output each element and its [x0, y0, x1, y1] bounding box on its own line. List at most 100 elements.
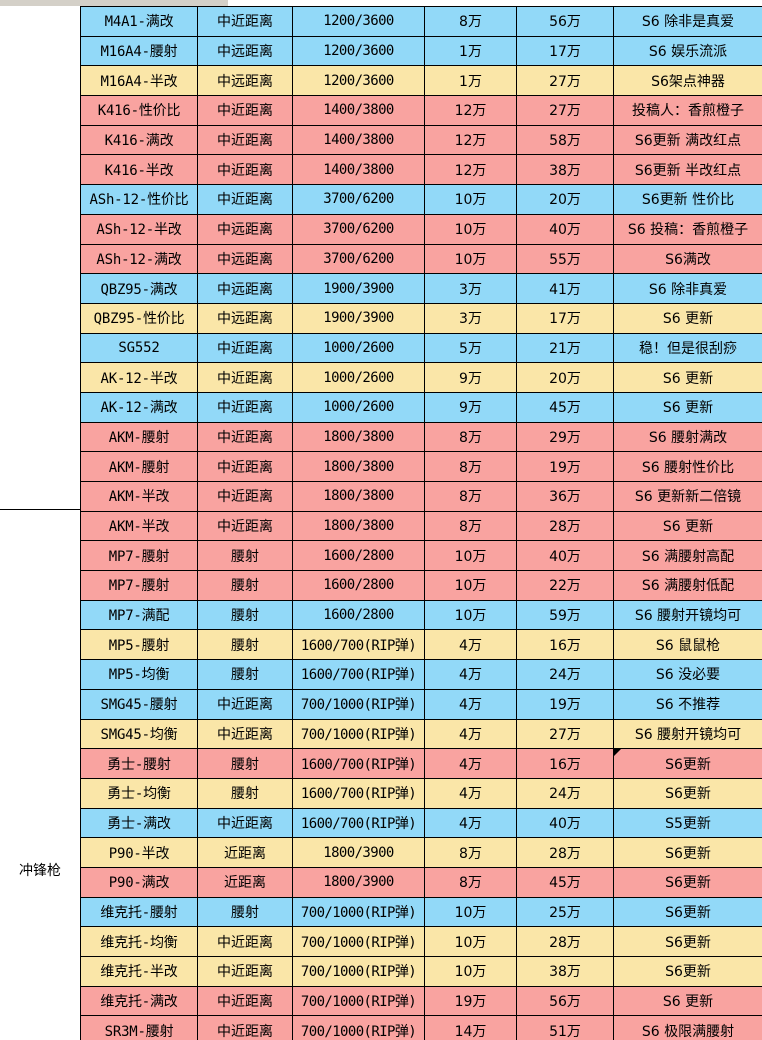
cell-total[interactable]: 16万 [516, 629, 614, 661]
cell-ammo[interactable]: 1900/3900 [292, 302, 425, 334]
cell-total[interactable]: 19万 [516, 688, 614, 720]
cell-total[interactable]: 16万 [516, 748, 614, 779]
cell-note[interactable]: S6 腰射开镜均可 [613, 718, 762, 750]
cell-name[interactable]: M16A4-腰射 [80, 35, 198, 67]
cell-note[interactable]: S6更新 [613, 866, 762, 898]
cell-cost[interactable]: 10万 [424, 956, 517, 987]
cell-note[interactable]: S6 更新 [613, 510, 762, 542]
cell-total[interactable]: 28万 [516, 837, 614, 868]
cell-range[interactable]: 中近距离 [197, 391, 293, 423]
cell-range[interactable]: 中近距离 [197, 124, 293, 156]
cell-note[interactable]: S6 更新 [613, 985, 762, 1017]
cell-name[interactable]: K416-半改 [80, 154, 198, 186]
cell-range[interactable]: 腰射 [197, 629, 293, 661]
cell-range[interactable]: 中近距离 [197, 421, 293, 453]
cell-name[interactable]: 维克托-腰射 [80, 896, 198, 928]
cell-total[interactable]: 51万 [516, 1015, 614, 1040]
cell-ammo[interactable]: 1000/2600 [292, 391, 425, 423]
cell-cost[interactable]: 12万 [424, 124, 517, 156]
cell-ammo[interactable]: 1600/700(RIP弹) [292, 659, 425, 690]
cell-name[interactable]: P90-满改 [80, 866, 198, 898]
cell-total[interactable]: 40万 [516, 807, 614, 839]
cell-name[interactable]: MP7-满配 [80, 599, 198, 631]
cell-note[interactable]: S6更新 满改红点 [613, 124, 762, 156]
cell-cost[interactable]: 8万 [424, 481, 517, 512]
cell-name[interactable]: ASh-12-性价比 [80, 184, 198, 215]
cell-note[interactable]: S6 腰射性价比 [613, 451, 762, 482]
cell-name[interactable]: SMG45-腰射 [80, 688, 198, 720]
cell-ammo[interactable]: 1800/3800 [292, 451, 425, 482]
cell-note[interactable]: S6 除非真爱 [613, 273, 762, 304]
cell-name[interactable]: AK-12-满改 [80, 391, 198, 423]
cell-cost[interactable]: 4万 [424, 629, 517, 661]
cell-range[interactable]: 中近距离 [197, 926, 293, 957]
cell-total[interactable]: 22万 [516, 570, 614, 601]
cell-ammo[interactable]: 1400/3800 [292, 124, 425, 156]
cell-name[interactable]: QBZ95-满改 [80, 273, 198, 304]
cell-name[interactable]: 维克托-均衡 [80, 926, 198, 957]
cell-note[interactable]: S5更新 [613, 807, 762, 839]
cell-note[interactable]: S6更新 性价比 [613, 184, 762, 215]
cell-range[interactable]: 腰射 [197, 896, 293, 928]
cell-total[interactable]: 25万 [516, 896, 614, 928]
cell-ammo[interactable]: 700/1000(RIP弹) [292, 688, 425, 720]
cell-total[interactable]: 29万 [516, 421, 614, 453]
cell-cost[interactable]: 4万 [424, 718, 517, 750]
cell-note[interactable]: S6 娱乐流派 [613, 35, 762, 67]
cell-name[interactable]: MP5-均衡 [80, 659, 198, 690]
cell-range[interactable]: 中远距离 [197, 65, 293, 97]
cell-note[interactable]: S6 腰射开镜均可 [613, 599, 762, 631]
cell-cost[interactable]: 4万 [424, 777, 517, 809]
cell-ammo[interactable]: 1400/3800 [292, 95, 425, 126]
cell-ammo[interactable]: 1600/2800 [292, 540, 425, 572]
cell-range[interactable]: 腰射 [197, 570, 293, 601]
cell-cost[interactable]: 8万 [424, 510, 517, 542]
cell-name[interactable]: ASh-12-半改 [80, 213, 198, 245]
cell-cost[interactable]: 9万 [424, 362, 517, 393]
cell-total[interactable]: 27万 [516, 65, 614, 97]
cell-name[interactable]: ASh-12-满改 [80, 243, 198, 275]
cell-cost[interactable]: 3万 [424, 273, 517, 304]
cell-range[interactable]: 中近距离 [197, 1015, 293, 1040]
cell-cost[interactable]: 10万 [424, 926, 517, 957]
cell-range[interactable]: 中近距离 [197, 332, 293, 364]
cell-note[interactable]: S6 更新 [613, 391, 762, 423]
cell-cost[interactable]: 4万 [424, 748, 517, 779]
cell-cost[interactable]: 8万 [424, 451, 517, 482]
cell-note[interactable]: S6 更新 [613, 302, 762, 334]
cell-ammo[interactable]: 1600/2800 [292, 570, 425, 601]
cell-total[interactable]: 27万 [516, 95, 614, 126]
cell-cost[interactable]: 12万 [424, 95, 517, 126]
cell-cost[interactable]: 4万 [424, 807, 517, 839]
cell-name[interactable]: M16A4-半改 [80, 65, 198, 97]
cell-total[interactable]: 58万 [516, 124, 614, 156]
cell-name[interactable]: MP7-腰射 [80, 540, 198, 572]
cell-range[interactable]: 中近距离 [197, 985, 293, 1017]
cell-range[interactable]: 近距离 [197, 866, 293, 898]
cell-name[interactable]: SMG45-均衡 [80, 718, 198, 750]
cell-ammo[interactable]: 1800/3800 [292, 421, 425, 453]
cell-cost[interactable]: 10万 [424, 570, 517, 601]
cell-name[interactable]: 勇士-均衡 [80, 777, 198, 809]
cell-total[interactable]: 59万 [516, 599, 614, 631]
cell-range[interactable]: 腰射 [197, 777, 293, 809]
cell-ammo[interactable]: 1900/3900 [292, 273, 425, 304]
cell-note[interactable]: S6满改 [613, 243, 762, 275]
cell-ammo[interactable]: 700/1000(RIP弹) [292, 718, 425, 750]
cell-name[interactable]: SR3M-腰射 [80, 1015, 198, 1040]
cell-total[interactable]: 19万 [516, 451, 614, 482]
cell-cost[interactable]: 8万 [424, 866, 517, 898]
cell-name[interactable]: K416-满改 [80, 124, 198, 156]
cell-cost[interactable]: 10万 [424, 184, 517, 215]
cell-note[interactable]: 投稿人：香煎橙子 [613, 95, 762, 126]
cell-note[interactable]: S6 没必要 [613, 659, 762, 690]
cell-total[interactable]: 36万 [516, 481, 614, 512]
cell-cost[interactable]: 19万 [424, 985, 517, 1017]
cell-total[interactable]: 56万 [516, 985, 614, 1017]
cell-range[interactable]: 中近距离 [197, 956, 293, 987]
cell-range[interactable]: 中远距离 [197, 243, 293, 275]
cell-cost[interactable]: 8万 [424, 421, 517, 453]
cell-name[interactable]: MP5-腰射 [80, 629, 198, 661]
cell-cost[interactable]: 10万 [424, 540, 517, 572]
cell-cost[interactable]: 8万 [424, 837, 517, 868]
